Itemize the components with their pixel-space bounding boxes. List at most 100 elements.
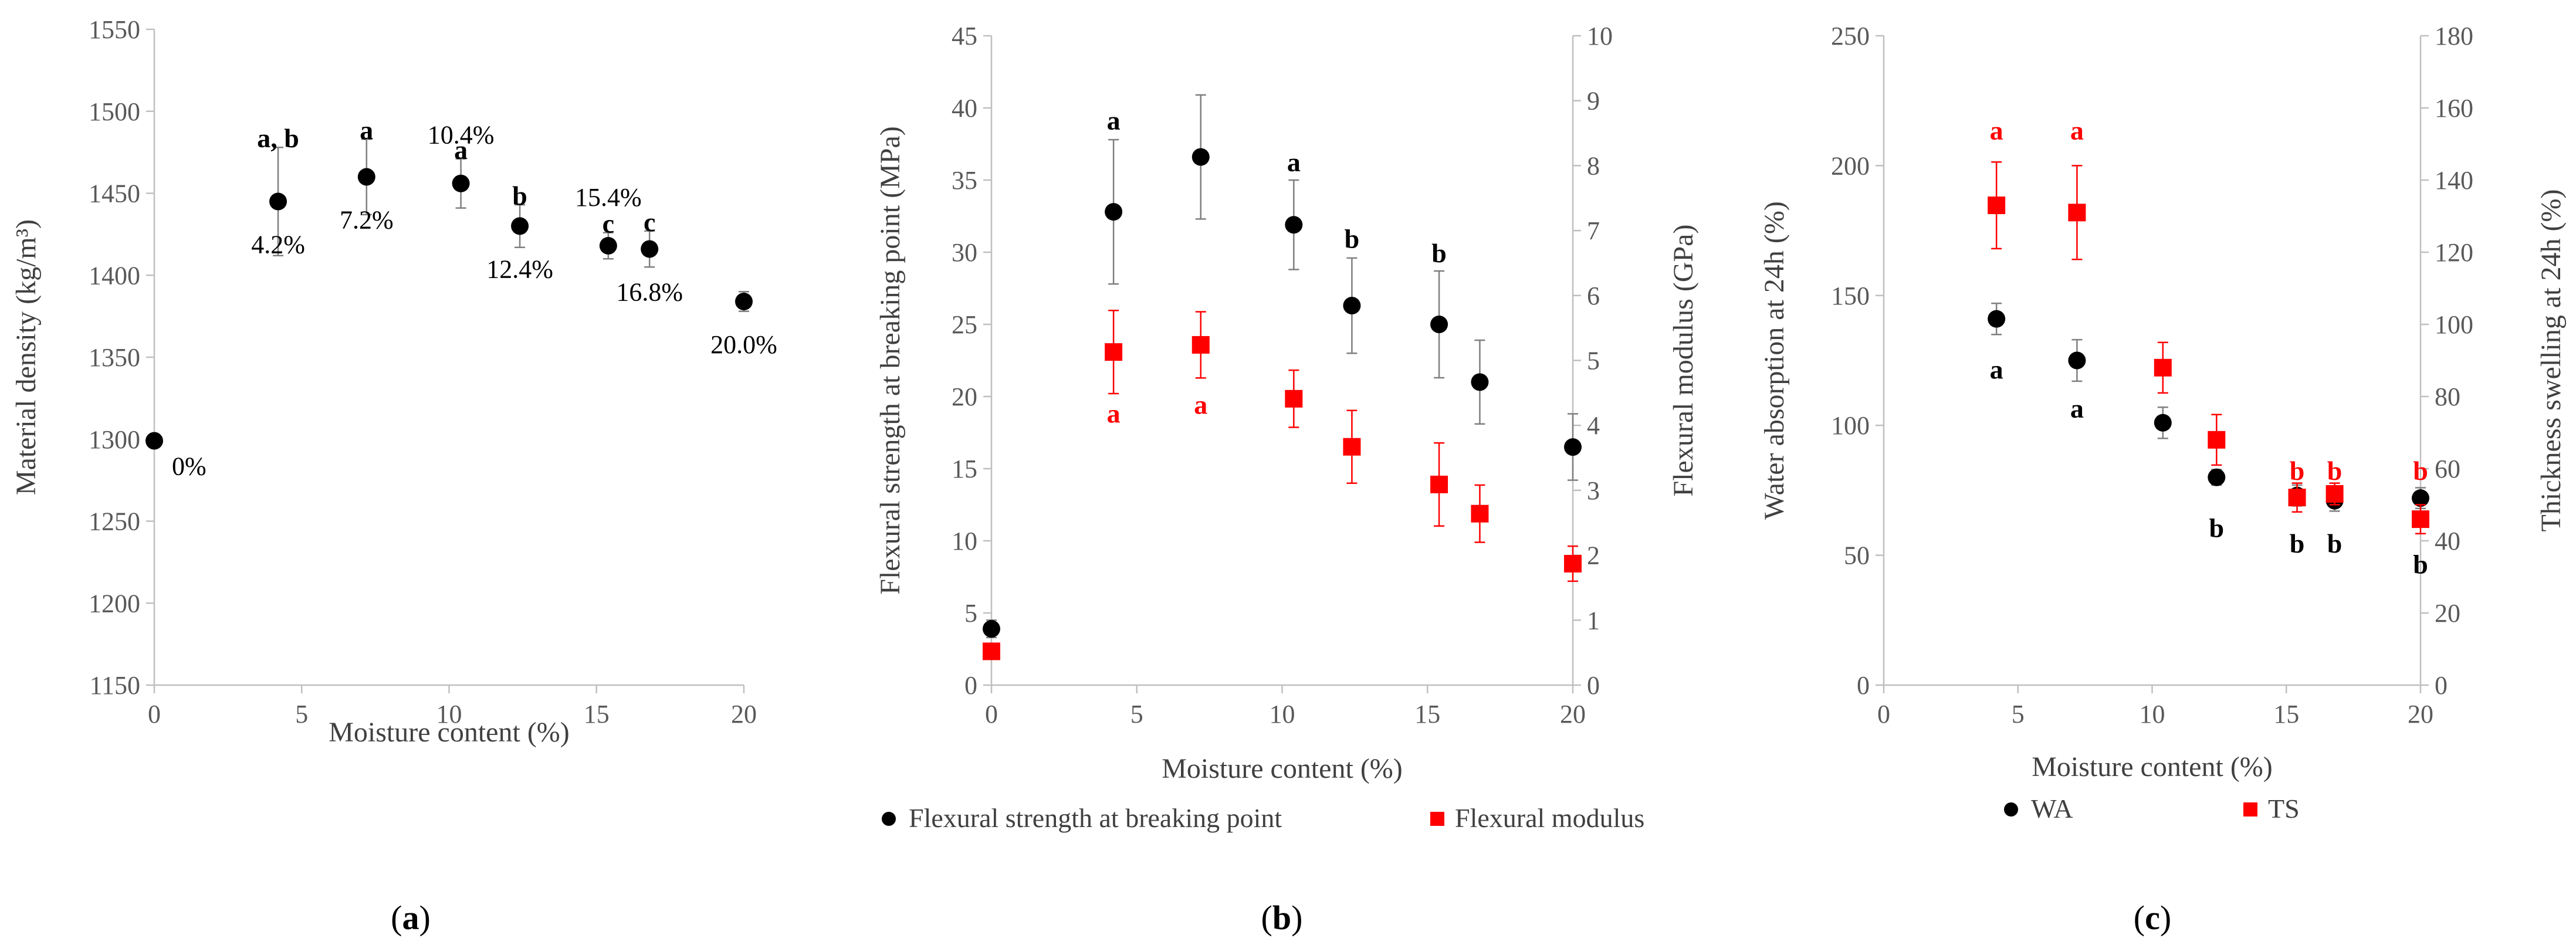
y-tick-label: 1450 bbox=[89, 179, 140, 208]
legend-marker bbox=[882, 812, 896, 826]
y2-tick-label: 0 bbox=[1587, 671, 1600, 700]
y2-tick-label: 120 bbox=[2435, 238, 2473, 267]
significance-letter: b bbox=[1431, 238, 1447, 268]
y2-tick-label: 1 bbox=[1587, 606, 1600, 635]
data-point bbox=[1285, 216, 1303, 234]
data-label: 7.2% bbox=[340, 206, 394, 235]
x-tick-label: 20 bbox=[1560, 700, 1586, 729]
data-point bbox=[599, 236, 617, 255]
legend-marker bbox=[1430, 812, 1444, 826]
data-point bbox=[145, 432, 163, 450]
panel-label: (b) bbox=[1261, 899, 1303, 937]
significance-letter: b bbox=[2327, 528, 2343, 558]
x-axis-title: Moisture content (%) bbox=[329, 717, 570, 748]
y2-tick-label: 40 bbox=[2435, 527, 2460, 555]
x-axis-title: Moisture content (%) bbox=[1162, 753, 1403, 784]
x-axis-title: Moisture content (%) bbox=[2032, 751, 2273, 782]
y-tick-label: 1550 bbox=[89, 15, 140, 44]
data-point bbox=[452, 174, 470, 192]
data-point bbox=[1285, 389, 1303, 408]
y-tick-label: 50 bbox=[1844, 541, 1870, 570]
y-tick-label: 1150 bbox=[90, 671, 140, 700]
x-tick-label: 10 bbox=[436, 700, 462, 729]
x-tick-label: 10 bbox=[1270, 700, 1295, 729]
y2-tick-label: 5 bbox=[1587, 347, 1600, 375]
panel-label-close: ) bbox=[2160, 899, 2171, 937]
data-point bbox=[2208, 431, 2226, 449]
data-point bbox=[1564, 438, 1582, 456]
data-point bbox=[1471, 504, 1489, 523]
legend-label: Flexural strength at breaking point bbox=[909, 803, 1282, 833]
data-point bbox=[1191, 148, 1210, 166]
y-tick-label: 1350 bbox=[89, 343, 140, 372]
panel-label: (a) bbox=[391, 899, 431, 937]
data-point bbox=[1988, 197, 2006, 215]
y-tick-label: 5 bbox=[964, 599, 977, 628]
significance-letter: b bbox=[2290, 456, 2305, 486]
x-tick-label: 5 bbox=[2012, 700, 2025, 729]
data-point bbox=[2412, 510, 2429, 528]
legend-marker bbox=[2004, 802, 2018, 817]
data-point bbox=[1105, 203, 1123, 221]
significance-letter: a, b bbox=[257, 123, 299, 153]
y-axis-title: Material density (kg/m³) bbox=[11, 219, 42, 495]
y-tick-label: 10 bbox=[952, 527, 977, 555]
y-tick-label: 0 bbox=[1857, 671, 1870, 700]
data-label: 4.2% bbox=[251, 230, 305, 259]
data-point bbox=[1343, 438, 1361, 456]
data-point bbox=[2068, 204, 2086, 222]
data-point bbox=[2325, 485, 2344, 503]
y2-tick-label: 60 bbox=[2435, 455, 2460, 483]
significance-letter: b bbox=[2413, 456, 2428, 486]
significance-letter: a bbox=[360, 115, 373, 145]
y2-tick-label: 180 bbox=[2435, 22, 2473, 50]
data-label: 20.0% bbox=[710, 330, 777, 359]
panel-label-open: ( bbox=[391, 899, 402, 937]
y-tick-label: 25 bbox=[952, 310, 977, 339]
significance-letter: a bbox=[1287, 147, 1301, 177]
x-tick-label: 20 bbox=[731, 700, 757, 729]
data-label: 10.4% bbox=[428, 121, 495, 150]
panel-label-close: ) bbox=[1291, 899, 1302, 937]
significance-letter: a bbox=[2070, 116, 2084, 145]
significance-letter: b bbox=[2413, 550, 2428, 580]
y-tick-label: 1400 bbox=[89, 261, 140, 290]
data-point bbox=[1191, 336, 1210, 354]
y-tick-label: 15 bbox=[952, 455, 977, 483]
data-label: 16.8% bbox=[616, 278, 683, 307]
significance-letter: b bbox=[1345, 224, 1360, 254]
y2-tick-label: 100 bbox=[2435, 310, 2473, 339]
y2-tick-label: 9 bbox=[1587, 87, 1600, 116]
y-tick-label: 35 bbox=[952, 166, 977, 195]
x-tick-label: 10 bbox=[2140, 700, 2165, 729]
y-tick-label: 0 bbox=[964, 671, 977, 700]
y-tick-label: 100 bbox=[1831, 411, 1870, 440]
panel-label-letter: b bbox=[1272, 899, 1291, 937]
panel-label: (c) bbox=[2134, 899, 2171, 937]
data-label: 12.4% bbox=[486, 255, 553, 283]
panel-label-letter: c bbox=[2145, 899, 2160, 937]
significance-letter: b bbox=[2209, 513, 2225, 543]
data-point bbox=[357, 168, 375, 186]
data-point bbox=[735, 292, 753, 310]
panel-label-letter: a bbox=[402, 899, 419, 937]
significance-letter: b bbox=[2327, 456, 2343, 486]
y-tick-label: 30 bbox=[952, 238, 977, 267]
y2-axis-title: Thickness swelling at 24h (%) bbox=[2536, 189, 2567, 532]
data-point bbox=[1105, 343, 1123, 361]
y-tick-label: 1250 bbox=[89, 507, 140, 536]
x-tick-label: 15 bbox=[1414, 700, 1440, 729]
data-point bbox=[2288, 489, 2306, 507]
x-tick-label: 15 bbox=[584, 700, 610, 729]
panel-label-open: ( bbox=[1261, 899, 1272, 937]
legend-label: Flexural modulus bbox=[1455, 803, 1644, 833]
y2-tick-label: 6 bbox=[1587, 282, 1600, 310]
data-label: 0% bbox=[172, 452, 207, 481]
significance-letter: c bbox=[602, 209, 614, 239]
y-tick-label: 40 bbox=[952, 94, 977, 123]
y-tick-label: 1500 bbox=[89, 97, 140, 126]
panel-label-close: ) bbox=[419, 899, 431, 937]
